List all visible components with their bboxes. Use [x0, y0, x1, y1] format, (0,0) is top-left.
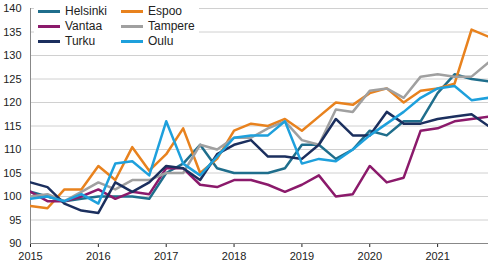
svg-text:125: 125: [3, 73, 21, 85]
svg-text:105: 105: [3, 167, 21, 179]
svg-text:2020: 2020: [358, 250, 382, 262]
svg-text:90: 90: [9, 237, 21, 249]
svg-text:100: 100: [3, 190, 21, 202]
html-text:Turku: Turku: [65, 34, 96, 48]
html-text:Oulu: Oulu: [148, 34, 174, 48]
svg-text:2019: 2019: [290, 250, 314, 262]
svg-text:2018: 2018: [222, 250, 246, 262]
html-text:Helsinki: Helsinki: [65, 4, 107, 18]
svg-text:115: 115: [4, 120, 22, 132]
svg-text:2016: 2016: [86, 250, 110, 262]
html-text:Tampere: Tampere: [148, 19, 195, 33]
svg-text:120: 120: [3, 96, 21, 108]
html-text:Espoo: Espoo: [148, 4, 182, 18]
svg-text:2017: 2017: [154, 250, 178, 262]
svg-text:110: 110: [4, 143, 22, 155]
svg-text:135: 135: [3, 26, 21, 38]
html-text:Vantaa: Vantaa: [65, 19, 103, 33]
svg-text:2015: 2015: [18, 250, 42, 262]
svg-text:95: 95: [9, 214, 21, 226]
svg-text:140: 140: [3, 2, 21, 14]
svg-text:130: 130: [3, 49, 21, 61]
svg-text:2021: 2021: [425, 250, 449, 262]
